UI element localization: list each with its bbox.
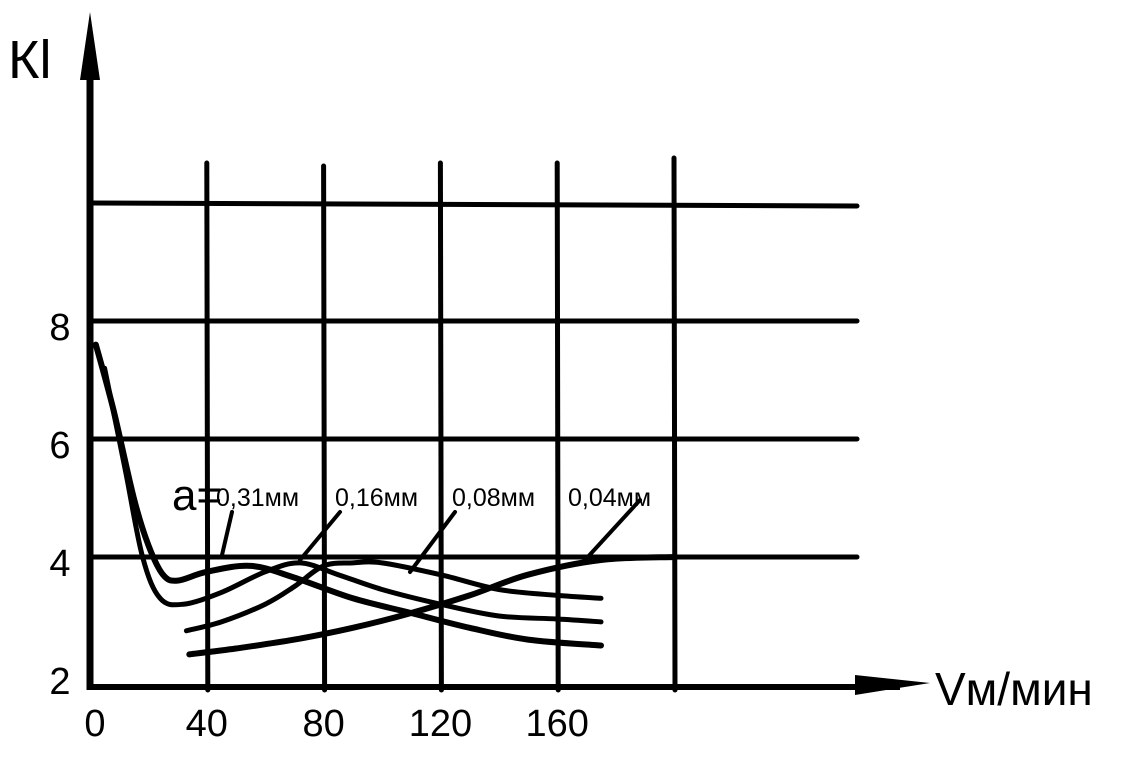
series-lines	[92, 341, 677, 658]
series-line-3	[183, 559, 604, 634]
annotation-leader-4	[583, 498, 642, 562]
grid-line-vertical	[204, 160, 211, 693]
y-tick-label: 6	[49, 425, 70, 467]
x-tick-label: 120	[409, 703, 472, 745]
annotation-leader-2	[298, 510, 342, 562]
x-axis-title: Vм/мин	[935, 663, 1093, 715]
x-tick-label: 0	[84, 703, 105, 745]
y-tick-label: 4	[49, 543, 70, 585]
series-line-2	[102, 365, 604, 625]
annotation-label-2: 0,16мм	[335, 484, 418, 512]
grid-line-vertical	[671, 155, 678, 693]
y-tick-label: 8	[49, 307, 70, 349]
y-axis-arrow	[80, 12, 100, 80]
x-tick-label: 160	[525, 703, 588, 745]
x-tick-label: 40	[186, 703, 228, 745]
series-line-1	[92, 341, 604, 649]
x-tick-label: 80	[302, 703, 344, 745]
annotation-leader-3	[408, 510, 457, 574]
grid	[87, 155, 860, 693]
y-tick-label: 2	[49, 661, 70, 703]
axes	[80, 12, 930, 695]
annotation-label-1: 0,31мм	[216, 484, 299, 512]
y-axis-title: Кl	[8, 30, 51, 90]
grid-line-vertical	[437, 160, 444, 693]
grid-line-vertical	[321, 163, 328, 693]
annotation-leader-1	[220, 510, 234, 557]
x-axis-arrow	[855, 675, 930, 695]
annotation-prefix: a=	[172, 471, 222, 520]
annotation-label-4: 0,04мм	[568, 484, 651, 512]
annotations: a=0,31мм 0,16мм 0,08мм 0,04мм	[172, 471, 651, 574]
grid-line-vertical	[554, 160, 561, 693]
annotation-label-3: 0,08мм	[452, 484, 535, 512]
grid-line-horizontal	[87, 200, 860, 209]
series-line-4	[186, 554, 677, 658]
